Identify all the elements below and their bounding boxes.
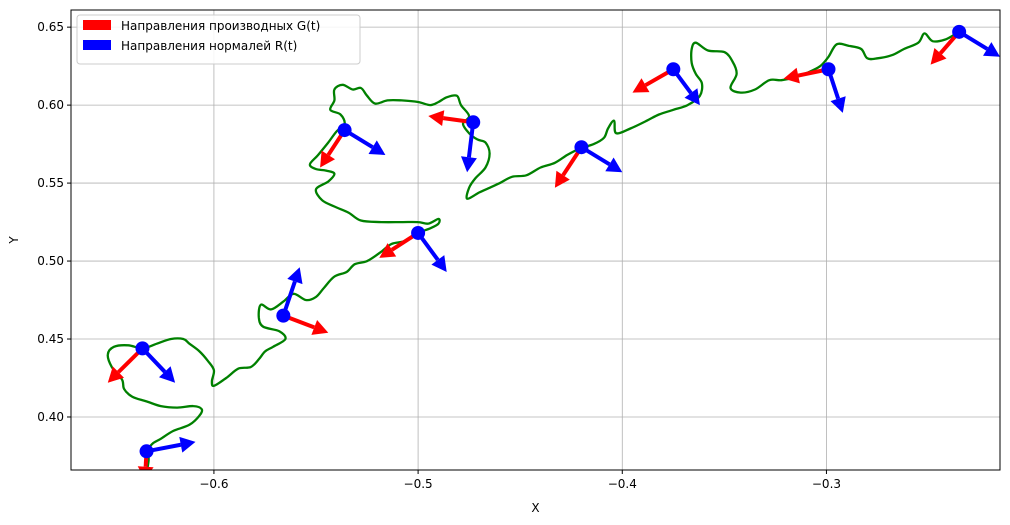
normal-arrow-head — [159, 366, 176, 383]
legend-swatch-normal — [83, 40, 111, 50]
derivative-arrow — [282, 313, 329, 335]
x-tick-label: −0.5 — [404, 477, 433, 491]
plot-area — [106, 24, 1000, 470]
normal-arrow-head — [684, 88, 700, 106]
y-tick-label: 0.55 — [37, 176, 64, 190]
normal-arrow — [461, 122, 477, 173]
y-tick-label: 0.40 — [37, 410, 64, 424]
y-tick-label: 0.50 — [37, 254, 64, 268]
normal-arrow — [958, 30, 1000, 57]
normal-arrow-head — [431, 255, 447, 272]
curve-point-marker — [574, 140, 589, 155]
y-tick-label: 0.45 — [37, 332, 64, 346]
curve-point-marker — [821, 62, 836, 77]
derivative-arrow — [107, 346, 144, 383]
derivative-arrow-head — [379, 243, 397, 258]
legend: Направления производных G(t) Направления… — [76, 14, 361, 65]
normal-arrow — [281, 267, 303, 317]
normal-arrow — [416, 231, 447, 272]
curve-point-marker — [666, 62, 681, 77]
derivative-arrow-head — [137, 466, 154, 470]
normal-arrow — [146, 436, 196, 454]
y-tick-label: 0.65 — [37, 20, 64, 34]
derivative-arrow-head — [632, 78, 650, 93]
normal-arrow — [580, 145, 623, 173]
x-axis-label: X — [531, 501, 539, 515]
legend-label-derivative: Направления производных G(t) — [121, 19, 320, 33]
x-tick-label: −0.3 — [812, 477, 841, 491]
normal-arrow-head — [368, 140, 386, 155]
normal-arrow — [141, 346, 176, 383]
legend-box — [76, 14, 361, 65]
derivative-arrow-head — [428, 110, 445, 126]
normal-arrow-head — [983, 42, 1000, 57]
normal-arrow-head — [287, 267, 303, 285]
curve-point-marker — [411, 225, 426, 240]
curve-point-marker — [135, 341, 150, 356]
derivative-arrow-head — [107, 366, 124, 383]
curve-line — [106, 30, 966, 470]
legend-label-normal: Направления нормалей R(t) — [121, 39, 297, 53]
derivative-arrow-head — [783, 67, 800, 84]
curve-point-marker — [139, 444, 154, 459]
normal-arrow-head — [605, 157, 623, 173]
normal-arrow — [826, 68, 846, 113]
normal-arrow-head — [830, 96, 846, 113]
derivative-arrow — [632, 67, 675, 93]
curve-point-marker — [952, 24, 967, 39]
axes-frame — [70, 9, 1001, 471]
derivative-arrow-head — [554, 170, 570, 188]
normal-arrow-head — [179, 436, 196, 453]
grid — [71, 10, 1000, 470]
curve-point-marker — [276, 308, 291, 323]
derivative-arrow-head — [930, 48, 947, 65]
ticks: −0.6 −0.5 −0.4 −0.3 0.40 0.45 0.50 0.55 0.60 0.65 — [37, 20, 841, 491]
normal-arrow — [343, 128, 386, 155]
legend-swatch-derivative — [83, 20, 111, 30]
normal-arrow-head — [461, 156, 477, 173]
derivative-arrow-head — [320, 150, 335, 168]
x-tick-label: −0.4 — [608, 477, 637, 491]
curve-point-marker — [337, 123, 352, 138]
y-axis-label: Y — [7, 236, 21, 245]
derivative-arrow-head — [311, 320, 329, 335]
curve-point-marker — [466, 115, 481, 130]
y-tick-label: 0.60 — [37, 98, 64, 112]
x-tick-label: −0.6 — [199, 477, 228, 491]
